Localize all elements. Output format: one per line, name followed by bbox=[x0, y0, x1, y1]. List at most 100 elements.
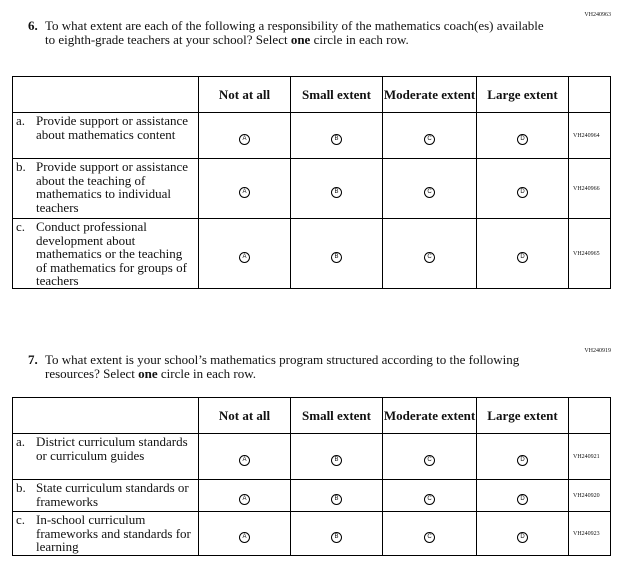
item-row: b. State curriculum standards or framewor… bbox=[12, 479, 611, 512]
question-emphasis: one bbox=[290, 31, 311, 47]
option-cell: C bbox=[382, 433, 477, 480]
radio-option[interactable]: C bbox=[424, 133, 435, 145]
column-header: Large extent bbox=[476, 76, 569, 113]
item-text: District curriculum standards or curricu… bbox=[36, 434, 188, 463]
radio-option[interactable]: D bbox=[517, 531, 528, 543]
item-letter: a. bbox=[16, 434, 26, 449]
item-row: b. Provide support or assistance about th… bbox=[12, 158, 611, 219]
option-cell: B bbox=[290, 479, 383, 512]
question-code: VH240919 bbox=[584, 348, 611, 354]
option-cell: D bbox=[476, 479, 569, 512]
item-code: VH240923 bbox=[568, 511, 611, 556]
item-text: Provide support or assistance about the … bbox=[36, 159, 189, 215]
option-cell: C bbox=[382, 218, 477, 289]
item-row: a. Provide support or assistance about ma… bbox=[12, 112, 611, 159]
column-header: Small extent bbox=[290, 76, 383, 113]
question-text: 6. To what extent are each of the followi… bbox=[28, 19, 555, 46]
item-row: c. In-school curriculum frameworks and st… bbox=[12, 511, 611, 556]
option-cell: A bbox=[198, 112, 291, 159]
option-cell: A bbox=[198, 218, 291, 289]
column-header: Moderate extent bbox=[382, 76, 477, 113]
response-table: Not at all Small extent Moderate extent Lar… bbox=[12, 76, 611, 289]
radio-option[interactable]: A bbox=[239, 251, 250, 263]
question-emphasis: one bbox=[138, 365, 158, 381]
radio-option[interactable]: C bbox=[424, 493, 435, 505]
column-header: Moderate extent bbox=[382, 397, 477, 434]
option-cell: D bbox=[476, 112, 569, 159]
radio-option[interactable]: A bbox=[239, 133, 250, 145]
option-cell: B bbox=[290, 433, 383, 480]
radio-option[interactable]: D bbox=[517, 133, 528, 145]
item-label: b. Provide support or assistance about th… bbox=[12, 158, 199, 219]
radio-option[interactable]: B bbox=[331, 454, 342, 466]
item-label: a. District curriculum standards or curri… bbox=[12, 433, 199, 480]
item-label: a. Provide support or assistance about ma… bbox=[12, 112, 199, 159]
option-cell: C bbox=[382, 158, 477, 219]
question-text-part: To what extent are each of the following… bbox=[45, 18, 544, 47]
option-cell: D bbox=[476, 511, 569, 556]
option-cell: C bbox=[382, 479, 477, 512]
radio-option[interactable]: A bbox=[239, 531, 250, 543]
column-header: Not at all bbox=[198, 397, 291, 434]
radio-option[interactable]: B bbox=[331, 493, 342, 505]
question-number: 6. bbox=[28, 18, 38, 33]
header-cell bbox=[568, 76, 611, 113]
header-row: Not at all Small extent Moderate extent Lar… bbox=[12, 397, 611, 434]
item-code: VH240966 bbox=[568, 158, 611, 219]
item-code: VH240920 bbox=[568, 479, 611, 512]
option-cell: C bbox=[382, 511, 477, 556]
option-cell: C bbox=[382, 112, 477, 159]
header-row: Not at all Small extent Moderate extent Lar… bbox=[12, 76, 611, 113]
radio-option[interactable]: B bbox=[331, 133, 342, 145]
option-cell: A bbox=[198, 479, 291, 512]
option-cell: A bbox=[198, 433, 291, 480]
header-cell bbox=[568, 397, 611, 434]
option-cell: B bbox=[290, 112, 383, 159]
radio-option[interactable]: C bbox=[424, 531, 435, 543]
column-header: Small extent bbox=[290, 397, 383, 434]
header-cell bbox=[12, 76, 199, 113]
radio-option[interactable]: A bbox=[239, 454, 250, 466]
column-header: Not at all bbox=[198, 76, 291, 113]
question-text-part: circle in each row. bbox=[157, 365, 257, 381]
radio-option[interactable]: A bbox=[239, 186, 250, 198]
radio-option[interactable]: D bbox=[517, 251, 528, 263]
radio-option[interactable]: B bbox=[331, 531, 342, 543]
radio-option[interactable]: B bbox=[331, 186, 342, 198]
question-number: 7. bbox=[28, 352, 38, 367]
response-table: Not at all Small extent Moderate extent Lar… bbox=[12, 397, 611, 556]
item-code: VH240965 bbox=[568, 218, 611, 289]
item-letter: b. bbox=[16, 480, 26, 495]
radio-option[interactable]: C bbox=[424, 251, 435, 263]
option-cell: B bbox=[290, 218, 383, 289]
question-text: 7. To what extent is your school’s mathem… bbox=[28, 353, 555, 380]
radio-option[interactable]: D bbox=[517, 454, 528, 466]
item-row: c. Conduct professional development about… bbox=[12, 218, 611, 289]
item-code: VH240964 bbox=[568, 112, 611, 159]
item-label: c. Conduct professional development about… bbox=[12, 218, 199, 289]
radio-option[interactable]: C bbox=[424, 186, 435, 198]
option-cell: B bbox=[290, 511, 383, 556]
radio-option[interactable]: D bbox=[517, 186, 528, 198]
item-row: a. District curriculum standards or curri… bbox=[12, 433, 611, 480]
option-cell: B bbox=[290, 158, 383, 219]
option-cell: D bbox=[476, 158, 569, 219]
header-cell bbox=[12, 397, 199, 434]
item-label: c. In-school curriculum frameworks and st… bbox=[12, 511, 199, 556]
radio-option[interactable]: C bbox=[424, 454, 435, 466]
option-cell: D bbox=[476, 433, 569, 480]
item-letter: b. bbox=[16, 159, 26, 174]
option-cell: A bbox=[198, 158, 291, 219]
question-text-part: circle in each row. bbox=[310, 31, 409, 47]
radio-option[interactable]: A bbox=[239, 493, 250, 505]
item-letter: c. bbox=[16, 512, 26, 527]
radio-option[interactable]: B bbox=[331, 251, 342, 263]
item-text: State curriculum standards or frameworks bbox=[36, 480, 189, 509]
item-code: VH240921 bbox=[568, 433, 611, 480]
item-text: Provide support or assistance about math… bbox=[36, 113, 189, 142]
item-letter: c. bbox=[16, 219, 26, 234]
radio-option[interactable]: D bbox=[517, 493, 528, 505]
item-label: b. State curriculum standards or framewor… bbox=[12, 479, 199, 512]
item-letter: a. bbox=[16, 113, 26, 128]
